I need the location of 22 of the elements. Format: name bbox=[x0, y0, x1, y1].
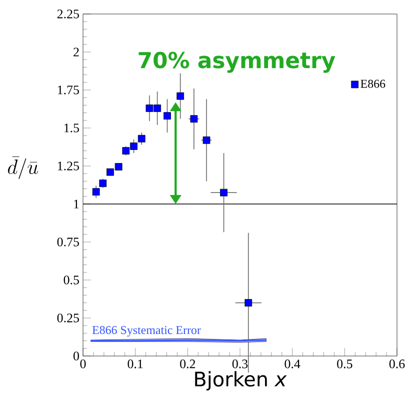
y-tick-label: 1.25 bbox=[58, 162, 79, 170]
x-tick-label: 0.6 bbox=[389, 360, 405, 368]
series-label: E866 Systematic Error bbox=[92, 326, 201, 337]
x-tick-label: 0.1 bbox=[128, 360, 143, 368]
y-tick-label: 0.5 bbox=[64, 276, 79, 284]
x-tick-label: 0 bbox=[80, 360, 86, 368]
x-tick-label: 0.4 bbox=[284, 360, 300, 368]
y-tick-label: 1.75 bbox=[58, 86, 79, 94]
annotation: 70% asymmetry bbox=[138, 52, 336, 73]
y-tick-label: 0.75 bbox=[57, 238, 79, 246]
y-tick-label: 0 bbox=[74, 352, 79, 360]
y-tick-label: 1.5 bbox=[64, 124, 79, 132]
legend-label: E866 bbox=[360, 80, 386, 88]
y-tick-label: 1 bbox=[74, 200, 79, 208]
y-tick-label: 2.25 bbox=[57, 10, 79, 18]
x-tick-label: 0.3 bbox=[232, 360, 248, 368]
y-tick-label: 2 bbox=[74, 48, 79, 56]
x-axis-title: Bjorken x bbox=[195, 371, 287, 390]
x-tick-label: 0.5 bbox=[337, 360, 352, 368]
y-axis-title: $\bar{d}/\bar{u}$ bbox=[8, 156, 38, 179]
x-tick-label: 0.2 bbox=[180, 360, 196, 368]
y-tick-label: 0.25 bbox=[57, 314, 79, 322]
